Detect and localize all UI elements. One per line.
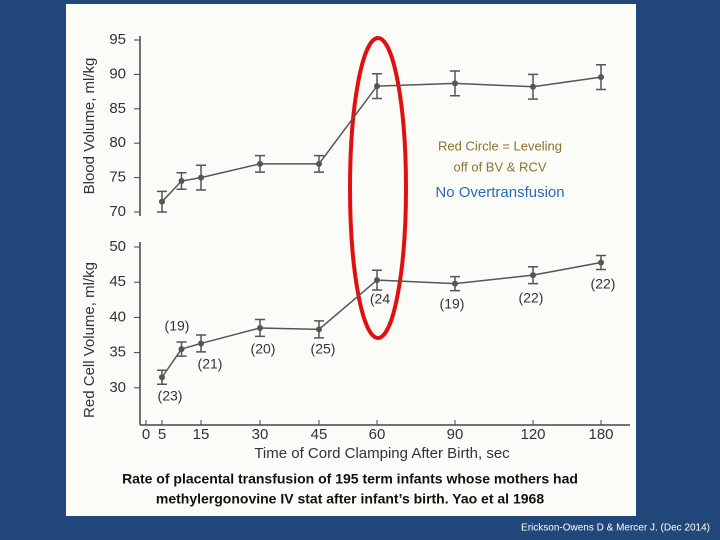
y-tick-label: 85 [109,100,126,117]
data-point [159,374,165,381]
data-point [530,272,536,279]
y-tick-label: 35 [109,344,126,361]
data-point [257,324,263,331]
x-tick-label: 30 [252,426,269,443]
x-tick-label: 15 [193,426,210,443]
sample-size: (22) [591,276,616,292]
data-point [598,259,604,266]
sample-size: (23) [158,388,183,404]
sample-size: (24 [370,291,390,307]
data-point [198,174,204,181]
x-tick-label: 90 [447,426,464,443]
y-axis-label: Blood Volume, ml/kg [81,58,98,195]
highlight-ellipse [348,36,408,340]
caption: Rate of placental transfusion of 195 ter… [122,471,578,487]
data-point [178,346,185,353]
y-axis-label: Red Cell Volume, ml/kg [81,262,98,418]
sample-size: (20) [251,341,276,357]
x-tick-label: 60 [369,426,386,443]
x-tick-label: 45 [311,426,328,443]
data-point [257,160,263,167]
y-tick-label: 80 [109,134,126,151]
x-tick-label: 5 [158,426,166,443]
y-tick-label: 45 [109,273,126,290]
y-tick-label: 30 [109,379,126,396]
data-point [178,178,185,185]
data-point [374,277,380,284]
y-tick-label: 95 [109,31,126,48]
note: off of BV & RCV [454,159,547,174]
x-axis-label: Time of Cord Clamping After Birth, sec [254,445,510,462]
data-point [452,80,458,87]
sample-size: (21) [198,356,223,372]
figure-panel [66,4,636,516]
data-point [530,83,536,90]
note: No Overtransfusion [435,184,564,201]
data-point [374,83,380,90]
caption: methylergonovine IV stat after infant’s … [156,491,544,507]
data-point [598,74,604,81]
note: Red Circle = Leveling [438,138,562,153]
data-point [316,160,322,167]
y-tick-label: 90 [109,65,126,82]
y-tick-label: 75 [109,169,126,186]
data-point [316,326,322,333]
x-tick-label: 0 [142,426,150,443]
y-tick-label: 40 [109,308,126,325]
sample-size: (19) [440,296,465,312]
y-tick-label: 50 [109,238,126,255]
data-point [198,340,204,347]
x-tick-label: 180 [588,426,613,443]
y-tick-label: 70 [109,203,126,220]
sample-size: (19) [165,318,190,334]
sample-size: (22) [519,290,544,306]
x-tick-label: 120 [520,426,545,443]
sample-size: (25) [311,341,336,357]
credit: Erickson-Owens D & Mercer J. (Dec 2014) [521,523,710,534]
data-point [452,280,458,287]
data-point [159,198,165,205]
